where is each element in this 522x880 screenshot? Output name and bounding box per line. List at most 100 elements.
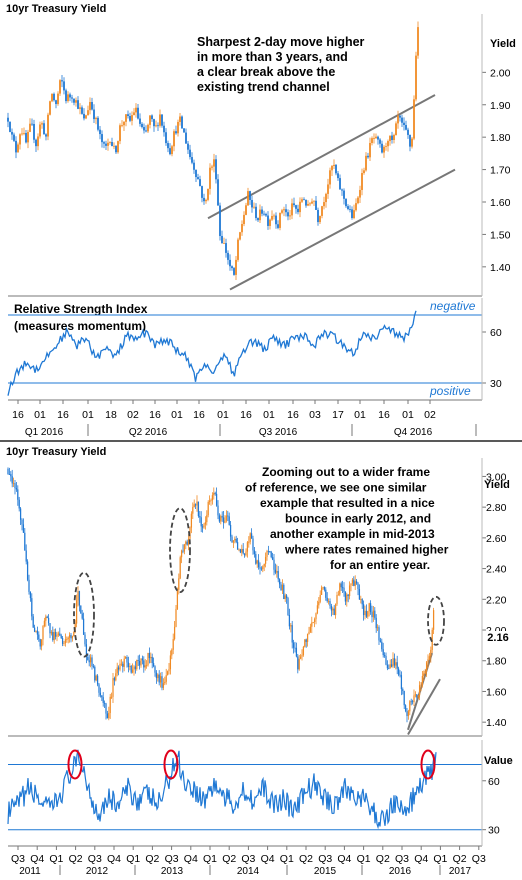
candle-body — [217, 179, 219, 206]
candle-body — [247, 191, 249, 206]
candle-body — [385, 656, 387, 665]
annotation-line: in more than 3 years, and — [197, 50, 348, 64]
candle-body — [201, 186, 203, 198]
y-tick-label: 60 — [490, 327, 502, 339]
candle-body — [131, 669, 134, 673]
candle-body — [227, 252, 229, 260]
candle-body — [363, 170, 365, 174]
highlight-dashed-oval — [73, 571, 95, 658]
y-tick-label: 1.40 — [490, 262, 511, 274]
candle-body — [377, 136, 379, 140]
x-tick-label: Q1 — [280, 853, 294, 865]
x-tick-label: 01 — [217, 409, 229, 421]
candle-body — [214, 492, 216, 494]
x-tick-label: Q3 — [88, 853, 102, 865]
current-value-highlight — [478, 631, 518, 643]
candle-body — [195, 169, 197, 178]
candle-body — [265, 213, 267, 216]
candle-body — [64, 639, 67, 644]
candle-body — [133, 666, 135, 670]
candle-body — [32, 616, 34, 628]
candle-body — [289, 215, 291, 217]
candle-body — [259, 567, 261, 569]
candle-body — [168, 669, 170, 672]
candle-body — [369, 143, 371, 158]
candle-body — [73, 631, 75, 636]
candle-body — [318, 601, 320, 606]
candle-body — [162, 683, 165, 688]
candle-body — [227, 515, 229, 517]
candle-body — [33, 123, 35, 140]
candle-body — [215, 159, 217, 180]
candle-body — [267, 551, 270, 552]
candle-body — [238, 549, 240, 551]
candle-body — [116, 667, 118, 674]
candle-body — [176, 589, 179, 609]
candle-body — [351, 579, 354, 584]
quarter-label: Q3 2016 — [259, 427, 298, 438]
candle-body — [27, 131, 29, 143]
candle-body — [343, 190, 345, 199]
candle-body — [371, 138, 373, 144]
candle-body — [109, 696, 111, 714]
candle-body — [161, 676, 163, 688]
candle-body — [229, 524, 232, 537]
candle-body — [150, 656, 152, 659]
candle-body — [225, 515, 228, 521]
candle-body — [411, 701, 414, 703]
candle-body — [141, 658, 144, 661]
candle-body — [221, 516, 223, 518]
candle-body — [242, 549, 244, 554]
candle-body — [87, 110, 89, 116]
candle-body — [147, 653, 149, 666]
candle-body — [39, 124, 41, 137]
candle-body — [193, 504, 195, 508]
candle-body — [209, 167, 211, 189]
candle-body — [327, 184, 329, 194]
candle-body — [51, 93, 53, 102]
candle-body — [397, 668, 400, 675]
candle-body — [269, 551, 271, 553]
candle-body — [428, 656, 431, 660]
candle-body — [33, 627, 36, 632]
candle-body — [63, 81, 65, 91]
candle-body — [102, 697, 104, 703]
candle-body — [46, 616, 48, 618]
candle-body — [213, 492, 215, 496]
candle-body — [347, 206, 349, 210]
candle-body — [130, 666, 132, 673]
candle-body — [319, 215, 321, 223]
candle-body — [278, 579, 281, 585]
candle-body — [349, 209, 351, 210]
candle-body — [91, 102, 93, 110]
candle-body — [228, 516, 230, 525]
candle-body — [164, 681, 166, 684]
candle-body — [305, 639, 307, 642]
candle-body — [175, 131, 177, 134]
candle-body — [430, 649, 432, 657]
candle-body — [407, 711, 410, 717]
candle-body — [79, 107, 81, 109]
candle-body — [23, 132, 25, 134]
y-tick-label: 2.80 — [486, 502, 507, 514]
candle-body — [290, 625, 292, 627]
candle-body — [145, 130, 147, 132]
candle-body — [42, 625, 44, 640]
candle-body — [179, 116, 181, 122]
candle-body — [152, 663, 155, 667]
candle-body — [281, 210, 283, 213]
candle-body — [60, 635, 62, 639]
candle-body — [211, 166, 213, 168]
candle-body — [298, 658, 300, 670]
x-tick-label: Q1 — [203, 853, 217, 865]
candle-body — [173, 626, 176, 640]
candle-body — [68, 634, 71, 638]
candle-body — [31, 123, 33, 125]
rsi-level-label: negative — [430, 299, 476, 313]
candle-body — [161, 114, 163, 126]
candle-body — [125, 114, 127, 122]
candle-body — [371, 612, 373, 618]
candle-body — [106, 713, 109, 719]
